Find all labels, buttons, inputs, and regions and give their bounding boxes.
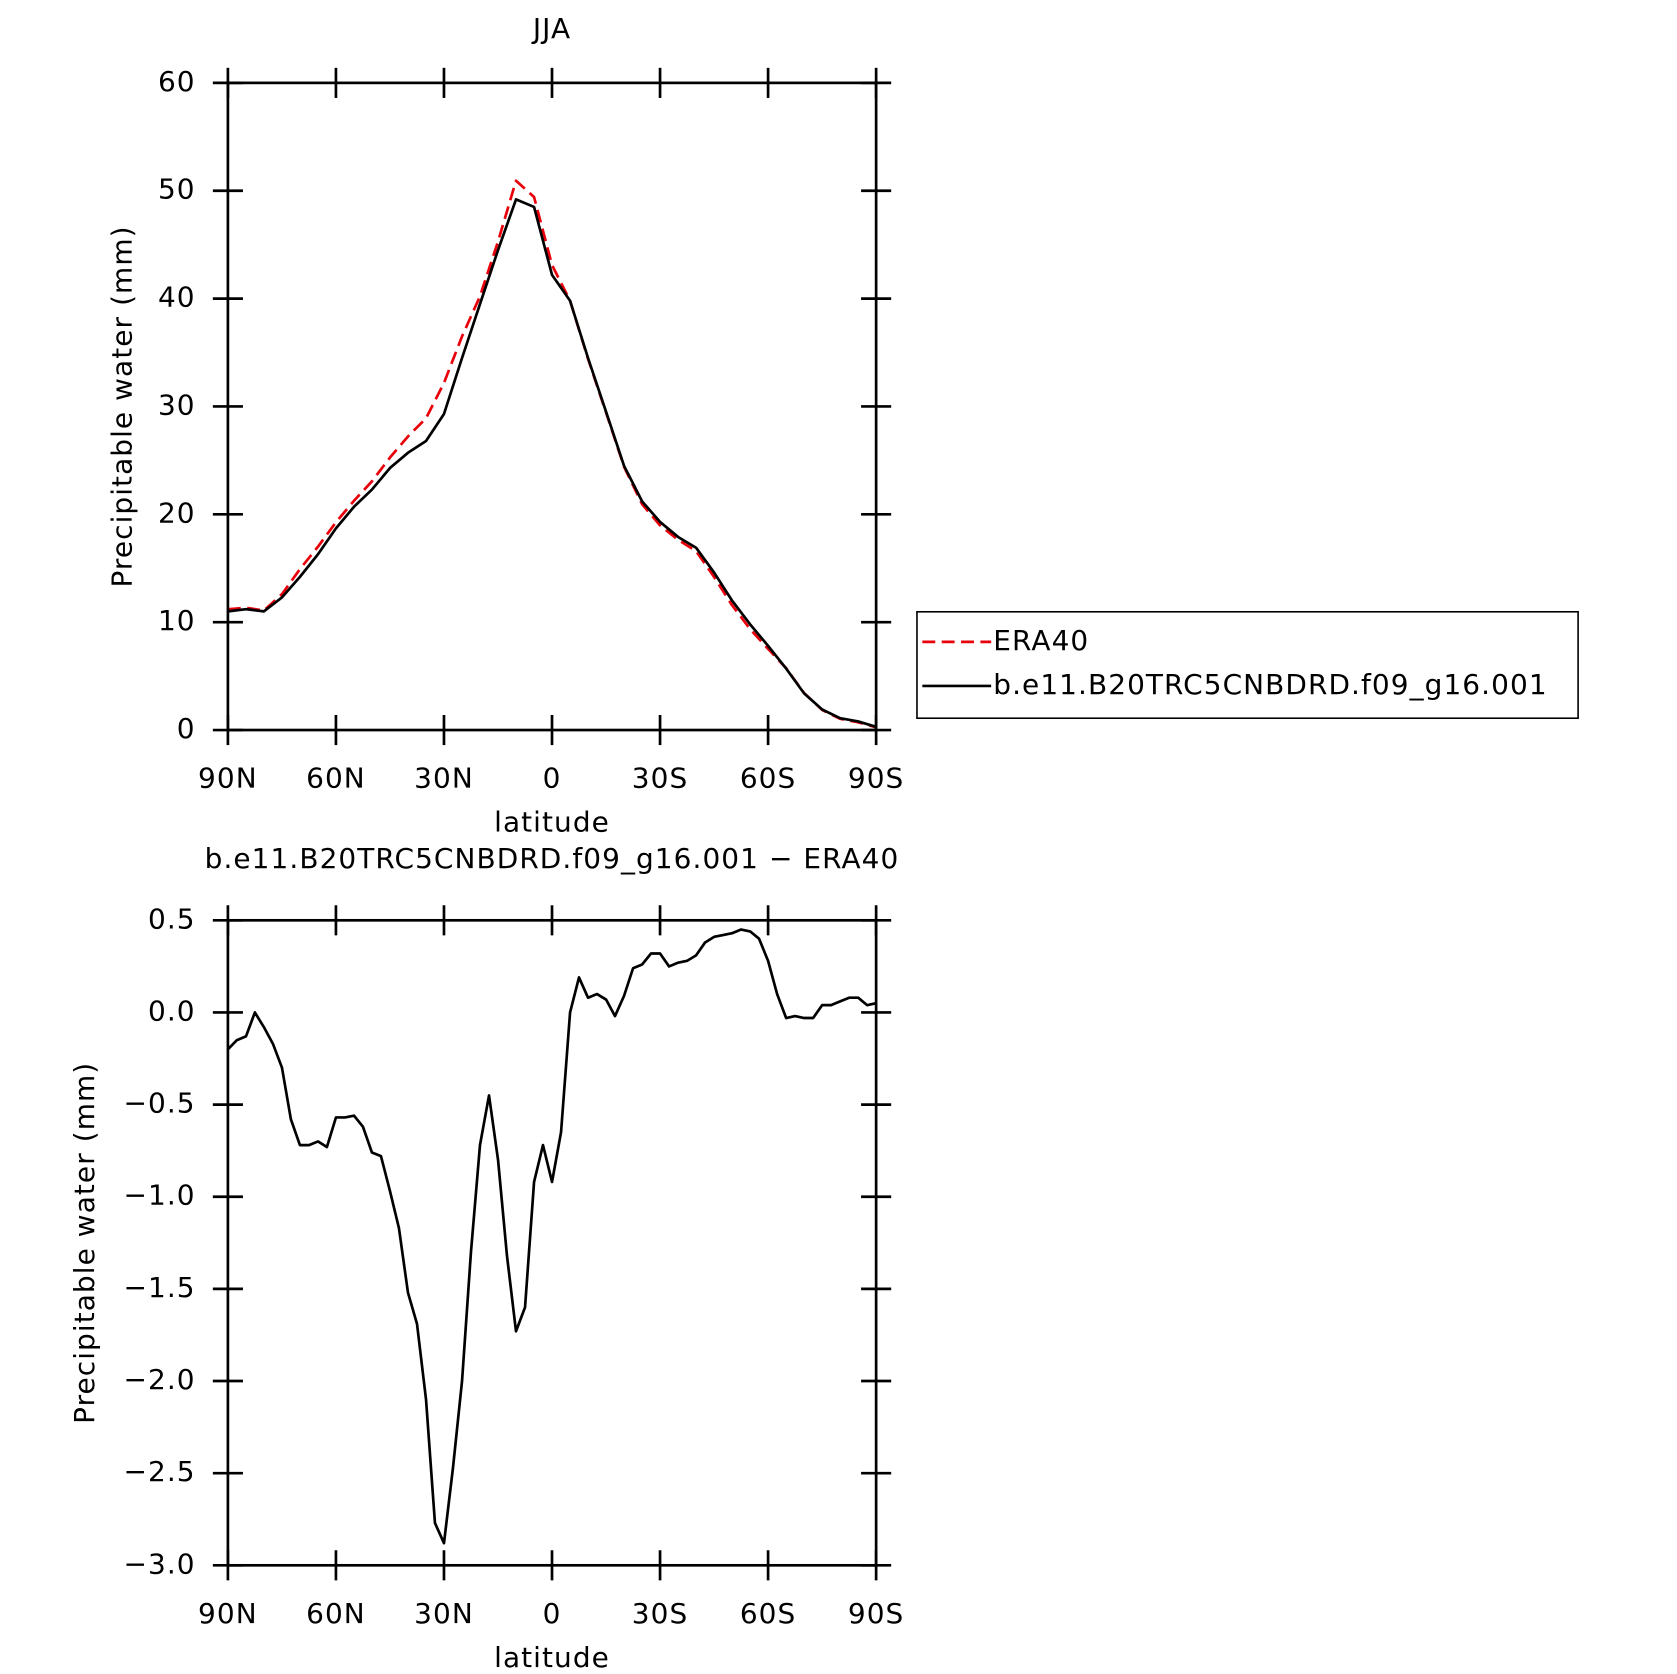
x-tick-label: 90N (198, 761, 258, 794)
x-tick-label: 30N (414, 761, 474, 794)
x-tick-label: 90S (848, 761, 905, 794)
x-tick-label: 90S (848, 1597, 905, 1630)
x-axis-label: latitude (494, 806, 610, 839)
legend-label: b.e11.B20TRC5CNBDRD.f09_g16.001 (993, 668, 1547, 701)
y-tick-label: 50 (158, 173, 196, 206)
data-line (227, 179, 877, 729)
plot-frame (226, 918, 878, 1567)
data-line (227, 198, 877, 729)
legend-label: ERA40 (993, 624, 1089, 657)
x-tick-label: 30S (632, 761, 689, 794)
y-axis-label: Precipitable water (mm) (106, 225, 139, 587)
y-tick-label: −1.0 (124, 1179, 196, 1212)
x-tick-label: 30N (414, 1597, 474, 1630)
x-tick-label: 0 (543, 761, 562, 794)
y-axis-label: Precipitable water (mm) (68, 1062, 101, 1424)
y-tick-label: −2.5 (124, 1455, 196, 1488)
x-tick-label: 60S (740, 1597, 797, 1630)
y-tick-label: 60 (158, 65, 196, 98)
x-tick-label: 60S (740, 761, 797, 794)
y-tick-label: −1.5 (124, 1271, 196, 1304)
x-tick-label: 90N (198, 1597, 258, 1630)
y-tick-label: −0.5 (124, 1087, 196, 1120)
y-tick-label: −3.0 (124, 1547, 196, 1580)
legend-box (916, 610, 1579, 720)
y-tick-label: 20 (158, 496, 196, 529)
data-line (226, 928, 877, 1545)
y-tick-label: 0.5 (148, 902, 196, 935)
y-tick-label: −2.0 (124, 1363, 196, 1396)
y-tick-label: 10 (158, 604, 196, 637)
x-tick-label: 60N (306, 1597, 366, 1630)
y-tick-label: 0.0 (148, 994, 196, 1027)
y-tick-label: 40 (158, 281, 196, 314)
x-tick-label: 60N (306, 761, 366, 794)
x-tick-label: 0 (543, 1597, 562, 1630)
y-tick-label: 0 (177, 712, 196, 745)
y-tick-label: 30 (158, 388, 196, 421)
plot-frame (226, 81, 878, 732)
chart-title: b.e11.B20TRC5CNBDRD.f09_g16.001 − ERA40 (205, 842, 900, 875)
chart-title: JJA (531, 12, 571, 45)
x-tick-label: 30S (632, 1597, 689, 1630)
x-axis-label: latitude (494, 1641, 610, 1674)
